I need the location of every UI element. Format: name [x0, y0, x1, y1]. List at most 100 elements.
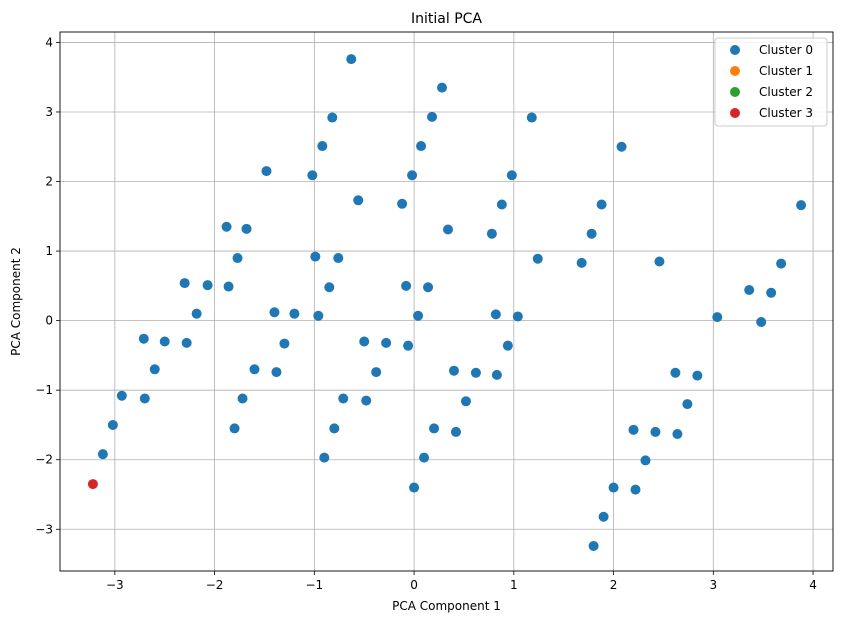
data-point	[403, 340, 414, 351]
data-point	[526, 112, 537, 123]
data-point	[317, 141, 328, 152]
data-point	[427, 111, 438, 122]
data-points	[87, 54, 807, 551]
legend-marker	[730, 45, 740, 55]
data-point	[324, 282, 335, 293]
x-axis-label: PCA Component 1	[392, 599, 501, 613]
data-point	[97, 449, 108, 460]
x-tick-label: 2	[610, 578, 618, 592]
data-point	[692, 370, 703, 381]
legend-label: Cluster 3	[759, 106, 813, 120]
data-point	[502, 340, 513, 351]
y-tick-label: 1	[45, 244, 53, 258]
legend-marker	[730, 66, 740, 76]
data-point	[279, 338, 290, 349]
y-tick-label: −3	[35, 522, 53, 536]
y-axis-label: PCA Component 2	[9, 247, 23, 356]
data-point	[672, 428, 683, 439]
data-point	[229, 423, 240, 434]
data-point	[353, 195, 364, 206]
data-point	[598, 511, 609, 522]
data-point	[149, 364, 160, 375]
data-point	[640, 455, 651, 466]
data-point	[450, 426, 461, 437]
data-point	[159, 336, 170, 347]
y-tick-label: 0	[45, 314, 53, 328]
data-point	[191, 308, 202, 319]
x-tick-label: 4	[809, 578, 817, 592]
legend-box	[714, 37, 828, 127]
x-tick-label: −1	[305, 578, 323, 592]
data-point	[486, 228, 497, 239]
x-axis-ticks: −3 −2 −1 0 1 2 3 4	[106, 571, 817, 592]
data-point	[249, 364, 260, 375]
data-point	[496, 199, 507, 210]
x-tick-label: 1	[510, 578, 518, 592]
data-point	[409, 482, 420, 493]
y-tick-label: −1	[35, 383, 53, 397]
data-point	[588, 540, 599, 551]
legend-label: Cluster 1	[759, 64, 813, 78]
data-point	[381, 337, 392, 348]
data-point	[397, 198, 408, 209]
legend-label: Cluster 2	[759, 85, 813, 99]
data-point	[237, 393, 248, 404]
data-point	[419, 452, 430, 463]
data-point	[712, 312, 723, 323]
data-point	[329, 423, 340, 434]
data-point	[416, 141, 427, 152]
data-point	[512, 311, 523, 322]
data-point	[361, 395, 372, 406]
data-point	[766, 287, 777, 298]
data-point	[776, 258, 787, 269]
data-point	[423, 282, 434, 293]
data-point	[532, 253, 543, 264]
plot-area	[60, 32, 833, 571]
data-point	[744, 285, 755, 296]
data-point	[586, 228, 597, 239]
data-point	[596, 199, 607, 210]
data-point	[628, 424, 639, 435]
x-tick-label: −2	[206, 578, 224, 592]
data-point	[307, 170, 318, 181]
data-point	[654, 256, 665, 267]
data-point	[442, 224, 453, 235]
data-point	[313, 310, 324, 321]
data-point	[407, 170, 418, 181]
data-point	[490, 309, 501, 320]
data-point	[139, 393, 150, 404]
grid-lines	[60, 32, 833, 571]
data-point	[429, 423, 440, 434]
data-point	[616, 141, 627, 152]
legend: Cluster 0 Cluster 1 Cluster 2 Cluster 3	[714, 37, 828, 127]
data-point	[181, 337, 192, 348]
data-point	[670, 367, 681, 378]
data-point	[796, 200, 807, 211]
data-point	[107, 419, 118, 430]
data-point	[650, 426, 661, 437]
data-point	[327, 112, 338, 123]
data-point	[506, 170, 517, 181]
data-point	[333, 253, 344, 264]
data-point	[460, 396, 471, 407]
data-point	[470, 367, 481, 378]
data-point	[359, 336, 370, 347]
data-point	[310, 251, 321, 262]
plot-frame	[59, 31, 834, 572]
y-tick-label: 2	[45, 175, 53, 189]
data-point	[437, 82, 448, 93]
y-tick-label: −2	[35, 453, 53, 467]
legend-marker	[730, 87, 740, 97]
y-tick-label: 4	[45, 35, 53, 49]
data-point	[261, 166, 272, 177]
data-point	[179, 278, 190, 289]
data-point	[413, 310, 424, 321]
data-point	[371, 367, 382, 378]
data-point	[682, 399, 693, 410]
chart-title: Initial PCA	[411, 11, 482, 27]
data-point	[576, 257, 587, 268]
data-point	[138, 333, 149, 344]
y-tick-label: 3	[45, 105, 53, 119]
data-point	[269, 307, 280, 318]
